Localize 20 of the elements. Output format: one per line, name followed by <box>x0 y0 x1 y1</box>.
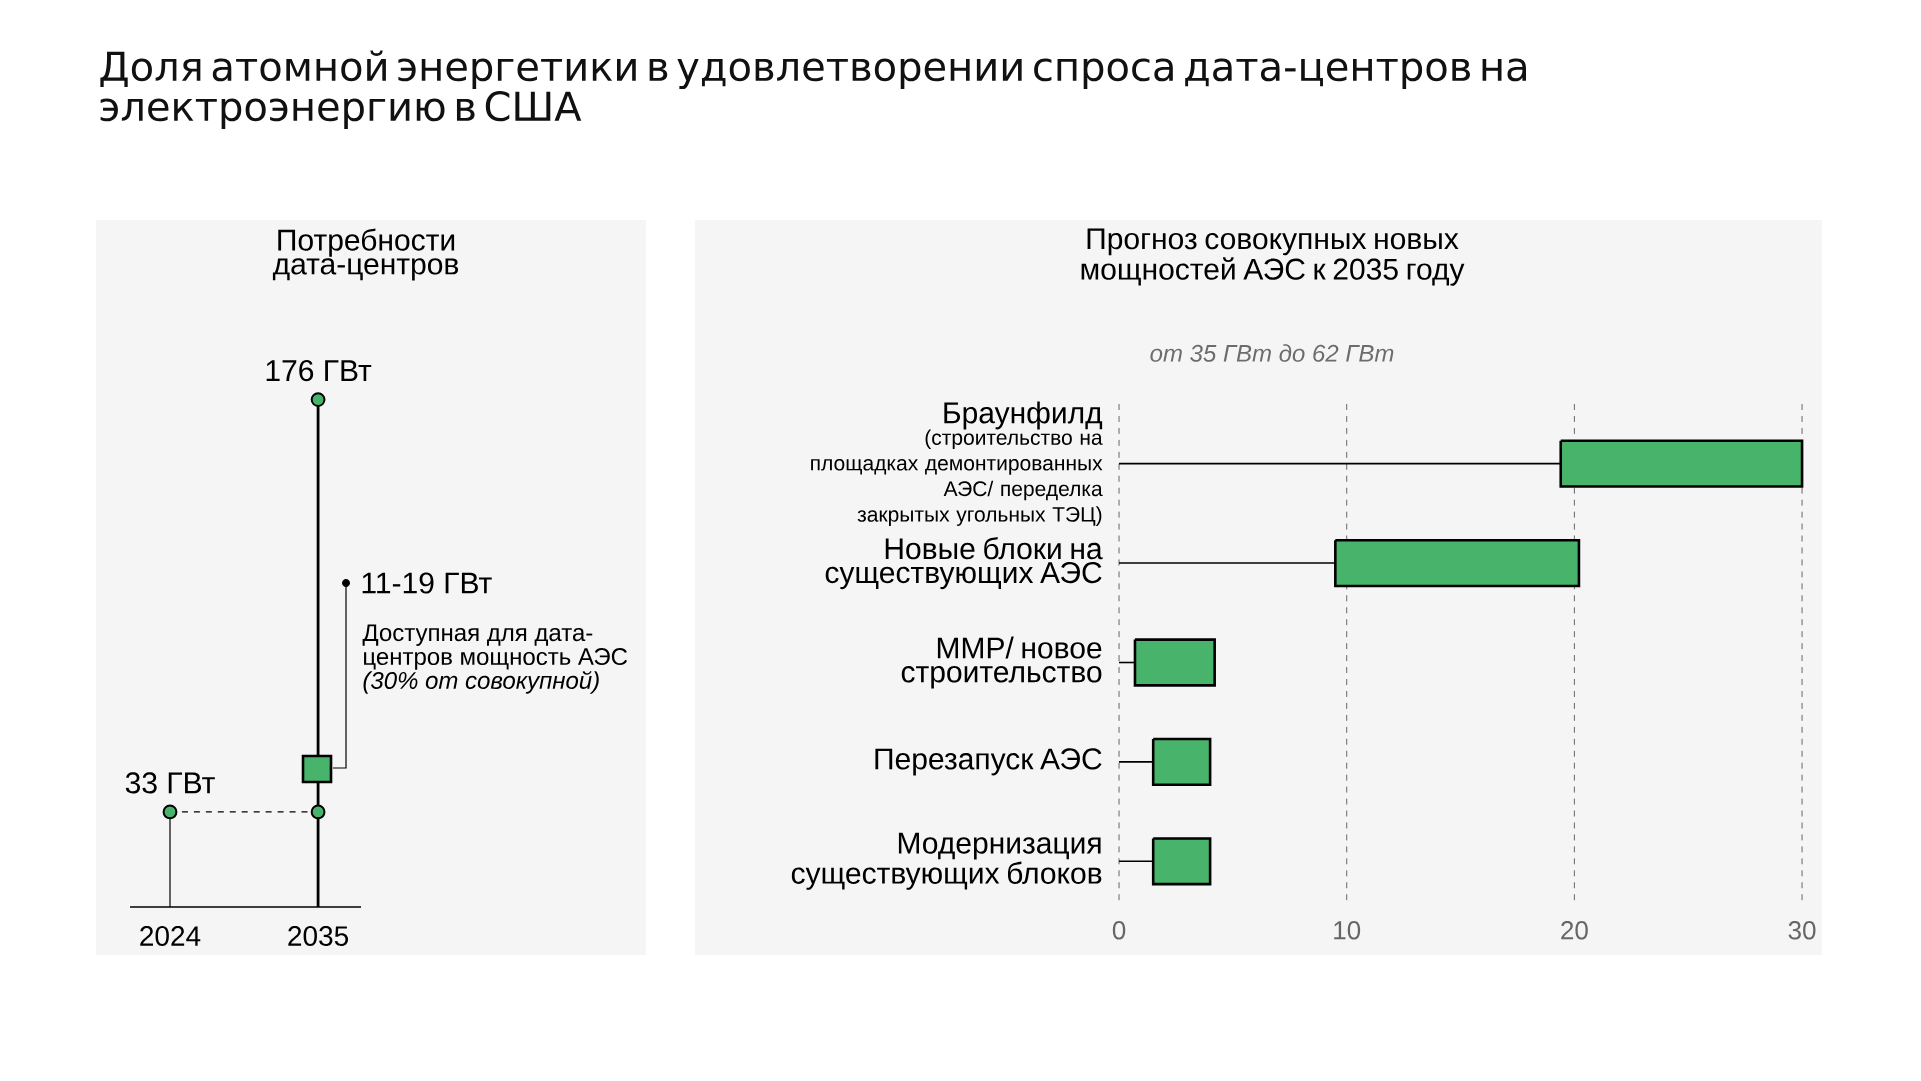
x-tick-label: 2024 <box>140 926 201 946</box>
x-tick-label: 2035 <box>288 926 349 946</box>
text: Доля атомной энергетики в удовлетворении спроса дата-центров на электроэнергию в США <box>100 50 1526 130</box>
chart-title: Потребности дата-центров <box>272 228 459 281</box>
x-tick-label: 30 <box>1788 921 1816 940</box>
y-tick-label: ММР/ новое строительство <box>901 636 1102 689</box>
x-tick-label: 0 <box>1112 921 1126 940</box>
x-tick-label: 10 <box>1334 921 1361 940</box>
data-label: 176 ГВт <box>266 359 372 382</box>
chart-title: Прогноз совокупных новых мощностей АЭС к 2035 году <box>1081 228 1465 286</box>
y-tick-label: Перезапуск АЭС <box>875 748 1102 776</box>
annotation: 11-19 ГВт <box>362 572 492 594</box>
x-tick-label: 20 <box>1561 921 1588 940</box>
annotation: Доступная для дата-центров мощность АЭС (30% от совокупной) <box>362 624 628 694</box>
text: (строительство на площадках демонтированных АЭС/ переделка закрытых угольных ТЭЦ) <box>811 429 1103 526</box>
y-tick-label: Модернизация существующих блоков <box>791 832 1102 890</box>
y-tick-label: Новые блоки на существующих АЭС <box>825 537 1103 590</box>
data-label: 33 ГВт <box>125 772 215 794</box>
chart-subtitle: от 35 ГВт до 62 ГВт <box>1150 344 1394 362</box>
y-tick-label: Браунфилд <box>944 401 1103 430</box>
